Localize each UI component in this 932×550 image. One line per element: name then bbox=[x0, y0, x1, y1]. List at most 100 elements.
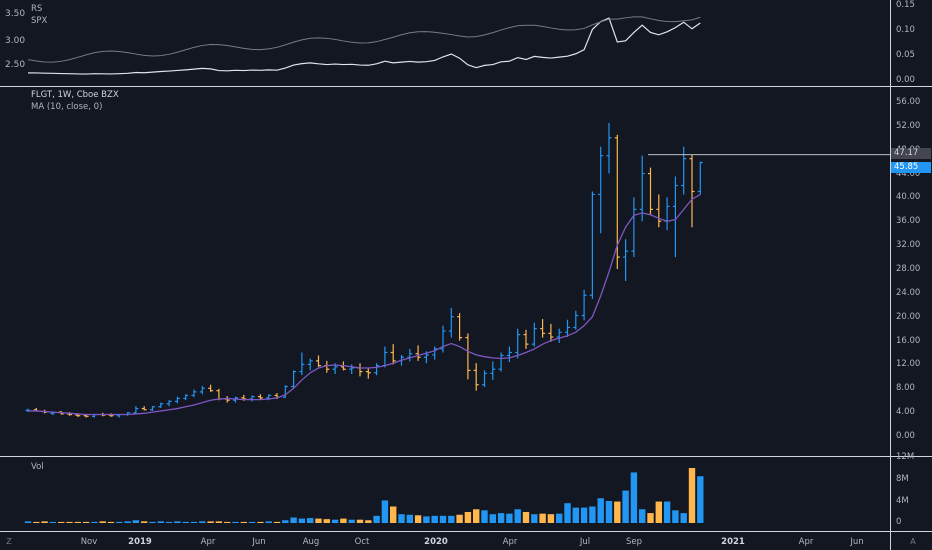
volume-bar bbox=[406, 514, 413, 523]
volume-bar bbox=[597, 498, 604, 523]
volume-bar bbox=[423, 516, 430, 523]
volume-bar bbox=[290, 517, 297, 523]
volume-bar bbox=[547, 514, 555, 523]
volume-tick: 12M bbox=[896, 452, 915, 462]
volume-bar bbox=[232, 521, 239, 523]
volume-bar bbox=[257, 521, 264, 523]
volume-bar bbox=[124, 521, 131, 523]
time-axis-separator bbox=[0, 531, 932, 532]
volume-bar bbox=[481, 510, 488, 523]
volume-bar bbox=[647, 513, 654, 523]
volume-bar bbox=[74, 521, 81, 523]
high-price-tag: 47.17 bbox=[891, 148, 931, 159]
volume-bar bbox=[315, 518, 322, 523]
rs-left-tick: 3.50 bbox=[5, 9, 26, 19]
rs-right-tick: 0.05 bbox=[896, 50, 915, 60]
volume-bar bbox=[215, 521, 223, 523]
volume-bar bbox=[630, 472, 638, 523]
volume-bar bbox=[456, 514, 463, 523]
price-tick: 56.00 bbox=[896, 97, 921, 107]
time-label: Jun bbox=[252, 537, 266, 547]
zoom-reset-icon[interactable]: Z bbox=[6, 537, 12, 546]
volume-bar bbox=[473, 509, 480, 523]
volume-bar bbox=[91, 521, 98, 523]
volume-bar bbox=[165, 521, 173, 523]
volume-bar bbox=[564, 503, 571, 523]
volume-bar bbox=[655, 501, 662, 523]
volume-bar bbox=[49, 521, 57, 523]
volume-bar bbox=[331, 519, 339, 523]
volume-bar bbox=[41, 521, 48, 523]
price-tick: 52.00 bbox=[896, 120, 921, 131]
volume-bar bbox=[340, 518, 347, 523]
price-tick: 28.00 bbox=[896, 264, 921, 274]
time-label: Aug bbox=[302, 537, 320, 547]
volume-bar bbox=[464, 512, 472, 523]
volume-bar bbox=[157, 521, 164, 523]
volume-bar bbox=[132, 520, 140, 523]
volume-bar bbox=[365, 520, 372, 523]
volume-bar bbox=[398, 514, 405, 523]
volume-bar bbox=[273, 521, 281, 523]
price-tick: 4.00 bbox=[896, 407, 915, 418]
volume-bar bbox=[589, 506, 596, 523]
volume-bar bbox=[580, 507, 588, 523]
volume-bar bbox=[414, 515, 422, 523]
time-label: Jun bbox=[850, 537, 864, 547]
volume-bar bbox=[149, 521, 156, 523]
volume-bar bbox=[107, 521, 115, 523]
volume-bar bbox=[539, 513, 546, 523]
volume-bar bbox=[240, 521, 247, 523]
volume-bar bbox=[688, 468, 696, 523]
time-label: Oct bbox=[354, 537, 370, 547]
volume-bar bbox=[497, 513, 505, 523]
volume-bar bbox=[614, 501, 621, 523]
volume-bar bbox=[531, 514, 538, 523]
volume-bar bbox=[66, 521, 73, 523]
volume-bar bbox=[323, 519, 330, 523]
volume-bar bbox=[190, 521, 198, 523]
time-label: Nov bbox=[80, 537, 98, 547]
price-tick: 20.00 bbox=[896, 311, 921, 322]
symbol-legend[interactable]: FLGT, 1W, Cboe BZX bbox=[31, 90, 119, 100]
volume-bar bbox=[307, 518, 314, 523]
auto-scale-icon[interactable]: A bbox=[910, 537, 916, 546]
price-axis-separator bbox=[890, 0, 891, 550]
volume-bar bbox=[556, 513, 563, 523]
volume-bar bbox=[390, 506, 397, 523]
time-label: 2019 bbox=[128, 537, 152, 547]
price-tick: 16.00 bbox=[896, 335, 921, 346]
price-tick: 44.00 bbox=[896, 168, 921, 179]
rs-right-tick: 0.10 bbox=[896, 25, 915, 35]
time-label: Sep bbox=[625, 537, 643, 547]
volume-bar bbox=[174, 521, 181, 523]
volume-bar bbox=[680, 513, 687, 523]
rs-left-tick: 3.00 bbox=[5, 36, 26, 46]
volume-bar bbox=[207, 521, 214, 523]
spx-line bbox=[27, 16, 701, 63]
price-tick: 24.00 bbox=[896, 287, 921, 298]
volume-bar bbox=[265, 521, 272, 523]
volume-bar bbox=[448, 515, 455, 523]
volume-bar bbox=[356, 519, 364, 523]
price-tick: 40.00 bbox=[896, 192, 921, 203]
volume-legend: Vol bbox=[31, 462, 44, 472]
last-price-tag: 45.85 bbox=[891, 162, 931, 173]
volume-bar bbox=[199, 521, 206, 523]
volume-bar bbox=[141, 521, 148, 523]
volume-bar bbox=[182, 521, 189, 523]
price-tick: 12.00 bbox=[896, 359, 921, 370]
volume-bar bbox=[514, 509, 521, 523]
rs-right-tick: 0.00 bbox=[896, 75, 915, 85]
volume-bar bbox=[99, 521, 106, 523]
rs-pane-separator[interactable] bbox=[0, 86, 932, 87]
ma-legend[interactable]: MA (10, close, 0) bbox=[31, 102, 103, 112]
volume-bar bbox=[506, 513, 513, 523]
volume-tick: 4M bbox=[896, 496, 909, 506]
volume-bar bbox=[82, 521, 90, 523]
price-tick: 8.00 bbox=[896, 383, 915, 394]
volume-bar bbox=[24, 521, 32, 523]
volume-bar bbox=[489, 514, 496, 523]
volume-pane-separator[interactable] bbox=[0, 456, 932, 457]
